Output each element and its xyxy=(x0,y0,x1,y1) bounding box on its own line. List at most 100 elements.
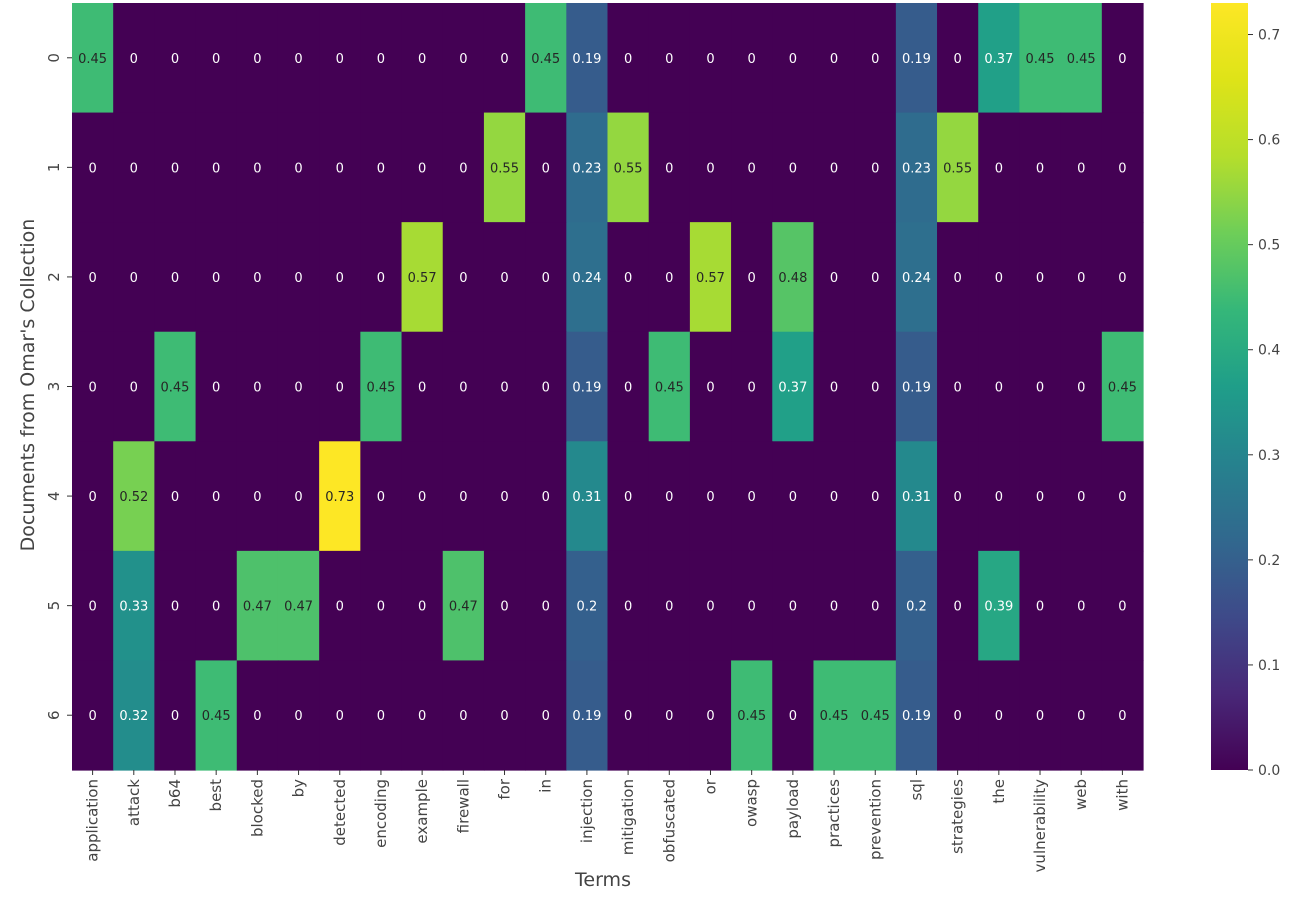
cell-value-label: 0 xyxy=(665,161,673,176)
heatmap-cell xyxy=(937,3,979,114)
heatmap-cell xyxy=(772,660,815,771)
heatmap-cell xyxy=(1060,550,1103,662)
x-tick-label: vulnerability xyxy=(1031,779,1049,873)
heatmap-cell xyxy=(195,441,238,552)
cell-value-label: 0 xyxy=(130,381,138,396)
heatmap-cell xyxy=(72,441,114,552)
heatmap-cell xyxy=(401,331,444,442)
heatmap-cell xyxy=(525,660,567,771)
heatmap-cell xyxy=(72,222,114,333)
cell-value-label: 0 xyxy=(253,271,261,286)
cell-value-label: 0 xyxy=(130,161,138,176)
cell-value-label: 0.39 xyxy=(984,600,1013,615)
x-tick-label: blocked xyxy=(248,779,266,837)
cell-value-label: 0 xyxy=(1036,161,1044,176)
x-tick-label: with xyxy=(1113,779,1131,811)
cell-value-label: 0 xyxy=(871,490,879,505)
heatmap-cell xyxy=(195,550,238,662)
cell-value-label: 0.19 xyxy=(902,709,931,724)
cell-value-label: 0.47 xyxy=(243,600,272,615)
x-tick-label: injection xyxy=(578,779,596,843)
cell-value-label: 0 xyxy=(542,709,550,724)
heatmap-cell xyxy=(937,222,979,333)
x-tick-label: payload xyxy=(784,779,802,839)
cell-value-label: 0.57 xyxy=(696,271,725,286)
cell-value-label: 0 xyxy=(377,271,385,286)
heatmap-cell xyxy=(566,3,609,114)
cell-value-label: 0 xyxy=(88,709,96,724)
heatmap-cell xyxy=(1019,3,1062,114)
cell-value-label: 0.33 xyxy=(119,600,148,615)
cell-value-label: 0.2 xyxy=(906,600,927,615)
cell-value-label: 0 xyxy=(1118,52,1126,67)
cell-value-label: 0 xyxy=(995,490,1003,505)
y-tick-label: 3 xyxy=(45,382,63,392)
cell-value-label: 0 xyxy=(377,600,385,615)
cell-value-label: 0 xyxy=(253,381,261,396)
heatmap-cell xyxy=(277,222,320,333)
heatmap-cell xyxy=(813,660,856,771)
cell-value-label: 0 xyxy=(995,271,1003,286)
cell-value-label: 0 xyxy=(748,52,756,67)
x-tick-label: web xyxy=(1072,779,1090,810)
heatmap-cell xyxy=(442,660,485,771)
heatmap-cell xyxy=(978,441,1021,552)
heatmap-cell xyxy=(813,550,856,662)
x-tick-label: the xyxy=(990,779,1008,804)
heatmap-cell xyxy=(442,3,485,114)
heatmap-cell xyxy=(195,331,238,442)
cell-value-label: 0 xyxy=(88,161,96,176)
cell-value-label: 0.19 xyxy=(572,709,601,724)
heatmap-cell xyxy=(937,112,979,223)
heatmap-cell xyxy=(72,331,114,442)
cell-value-label: 0 xyxy=(212,381,220,396)
cell-value-label: 0 xyxy=(995,161,1003,176)
heatmap-cell xyxy=(895,3,938,114)
y-tick-label: 0 xyxy=(45,53,63,63)
cell-value-label: 0 xyxy=(789,52,797,67)
x-tick-label: b64 xyxy=(166,779,184,808)
cell-value-label: 0 xyxy=(336,161,344,176)
cell-value-label: 0 xyxy=(1118,709,1126,724)
heatmap-cell xyxy=(648,550,691,662)
heatmap-cell xyxy=(1060,3,1103,114)
y-tick-label: 1 xyxy=(45,163,63,173)
cell-value-label: 0 xyxy=(624,381,632,396)
cell-value-label: 0.45 xyxy=(202,709,231,724)
cell-value-label: 0 xyxy=(706,161,714,176)
heatmap-cell xyxy=(154,660,197,771)
cell-value-label: 0 xyxy=(294,381,302,396)
cell-value-label: 0 xyxy=(1036,271,1044,286)
cell-value-label: 0.45 xyxy=(820,709,849,724)
cell-annotations: 0.45 0 0 0 0 0 0 0 0 0 0 0.45 0.19 0 0 0 0 0 0 0 0.19 0 0.37 0.… xyxy=(78,52,1137,724)
heatmap-cell xyxy=(360,331,403,442)
cell-value-label: 0 xyxy=(212,490,220,505)
heatmap-cell xyxy=(442,222,485,333)
heatmap-cell xyxy=(113,112,155,223)
cell-value-label: 0 xyxy=(748,600,756,615)
cell-value-label: 0 xyxy=(995,381,1003,396)
heatmap-cell xyxy=(401,550,444,662)
heatmap-cell xyxy=(731,550,773,662)
x-tick-label: attack xyxy=(125,779,143,826)
heatmap-cell xyxy=(566,331,609,442)
heatmap-cell xyxy=(277,550,320,662)
cell-value-label: 0 xyxy=(253,52,261,67)
heatmap-cell xyxy=(772,331,815,442)
heatmap-cell xyxy=(525,441,567,552)
heatmap-cell xyxy=(731,3,773,114)
heatmap-cell xyxy=(319,660,361,771)
cell-value-label: 0 xyxy=(294,52,302,67)
heatmap-cell xyxy=(113,331,155,442)
cell-value-label: 0 xyxy=(294,271,302,286)
heatmap-cell xyxy=(937,441,979,552)
cell-value-label: 0 xyxy=(706,52,714,67)
heatmap-cell xyxy=(72,3,114,114)
heatmap-cell xyxy=(607,331,650,442)
heatmap-cell xyxy=(648,441,691,552)
heatmap-cell xyxy=(566,550,609,662)
cell-value-label: 0 xyxy=(748,490,756,505)
heatmap-cell xyxy=(854,550,897,662)
cell-value-label: 0 xyxy=(418,161,426,176)
heatmap-cell xyxy=(277,660,320,771)
